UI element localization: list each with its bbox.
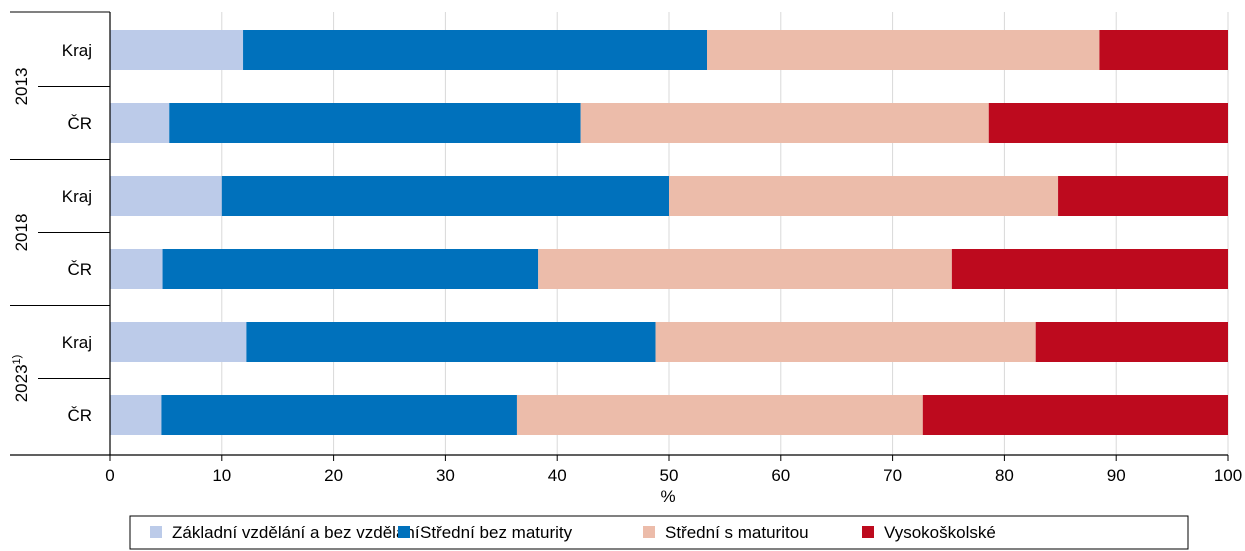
row-label: Kraj: [62, 187, 92, 206]
legend-swatch: [398, 526, 410, 538]
row-label: Kraj: [62, 333, 92, 352]
bars: [110, 30, 1228, 435]
group-label: 2013: [12, 68, 31, 106]
x-tick-label: 0: [105, 466, 114, 485]
bar-segment: [162, 249, 539, 289]
bar-segment: [169, 103, 581, 143]
bar-segment: [110, 30, 244, 70]
bar-segment: [922, 395, 1228, 435]
x-tick-label: 40: [548, 466, 567, 485]
bar-segment: [988, 103, 1228, 143]
legend-box: [129, 515, 1189, 550]
legend-label: Střední s maturitou: [665, 523, 809, 542]
legend: Základní vzdělání a bez vzdělání Střední …: [129, 515, 1189, 550]
x-tick-label: 80: [995, 466, 1014, 485]
x-tick-label: 10: [212, 466, 231, 485]
group-label: 20231): [11, 355, 31, 403]
legend-label: Vysokoškolské: [884, 523, 996, 542]
bar-segment: [246, 322, 656, 362]
axes: [10, 11, 1229, 461]
x-tick-label: 50: [660, 466, 679, 485]
bar-segment: [1035, 322, 1228, 362]
x-tick-labels: 0 10 20 30 40 50 60 70 80 90 100: [105, 466, 1242, 485]
bar-segment: [1058, 176, 1228, 216]
legend-swatch: [150, 526, 162, 538]
bar-segment: [580, 103, 989, 143]
y-category-labels: Kraj ČR 2013 Kraj ČR 2018 Kraj ČR 20231): [11, 41, 92, 425]
bar-segment: [110, 103, 170, 143]
bar-segment: [110, 395, 162, 435]
gridlines: [221, 12, 1229, 455]
legend-label: Střední bez maturity: [420, 523, 573, 542]
bar-segment: [516, 395, 923, 435]
bar-segment: [110, 322, 247, 362]
bar-segment: [538, 249, 952, 289]
bar-segment: [707, 30, 1100, 70]
group-label: 2018: [12, 214, 31, 252]
row-label: Kraj: [62, 41, 92, 60]
bar-segment: [951, 249, 1228, 289]
bar-segment: [110, 249, 163, 289]
x-tick-label: 30: [436, 466, 455, 485]
row-label: ČR: [67, 114, 92, 133]
bar-segment: [655, 322, 1036, 362]
bar-segment: [110, 176, 222, 216]
x-axis-label: %: [660, 487, 675, 506]
row-label: ČR: [67, 260, 92, 279]
x-tick-label: 70: [883, 466, 902, 485]
row-label: ČR: [67, 406, 92, 425]
x-tick-label: 90: [1107, 466, 1126, 485]
bar-segment: [221, 176, 670, 216]
bar-segment: [669, 176, 1059, 216]
group-label-superscript: 1): [11, 355, 23, 365]
bar-segment: [1099, 30, 1228, 70]
x-tick-label: 20: [324, 466, 343, 485]
x-tick-label: 100: [1214, 466, 1242, 485]
legend-swatch: [643, 526, 655, 538]
legend-swatch: [862, 526, 874, 538]
bar-segment: [161, 395, 517, 435]
bar-segment: [243, 30, 708, 70]
legend-label: Základní vzdělání a bez vzdělání: [172, 523, 420, 542]
x-tick-label: 60: [771, 466, 790, 485]
